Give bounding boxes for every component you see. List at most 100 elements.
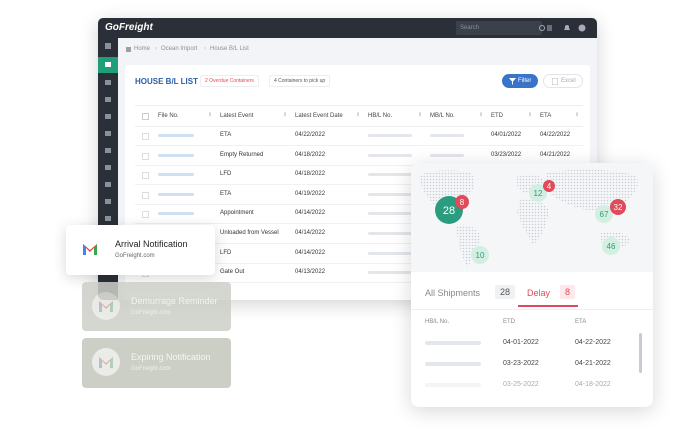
event-date: 04/19/2022 [295, 190, 326, 197]
checkbox[interactable] [142, 211, 149, 219]
placeholder-bar [158, 212, 194, 216]
icon[interactable] [105, 199, 111, 204]
column-header[interactable]: HB/L No. [425, 319, 450, 325]
column-header[interactable]: MB/L No. [430, 113, 455, 119]
column-header[interactable]: Latest Event [220, 113, 254, 119]
column-header[interactable]: ETD [491, 113, 503, 119]
event: Appointment [220, 210, 254, 217]
icon[interactable] [539, 25, 545, 31]
cluster-count: 4 [547, 182, 552, 191]
tabs: All Shipments 28 Delay 8 [411, 283, 653, 309]
icon[interactable] [547, 25, 552, 31]
notification-title: Arrival Notification [115, 239, 188, 249]
icon[interactable] [105, 182, 111, 187]
notification-card[interactable]: Expiring Notification GoFreight.com [82, 338, 231, 388]
placeholder-bar [425, 341, 481, 345]
breadcrumb-item[interactable]: Ocean Import [161, 46, 198, 52]
placeholder-bar [368, 134, 412, 137]
icon[interactable] [105, 114, 111, 119]
table-row: ETA 04/22/2022 04/01/2022 04/22/2022 [135, 126, 583, 146]
search-box[interactable]: Search [456, 21, 542, 35]
column-header[interactable]: ETD [503, 319, 515, 325]
cluster[interactable] [543, 180, 555, 192]
column-header[interactable]: ETA [540, 113, 552, 119]
top-bar: GoFreight Search [98, 18, 597, 38]
home-icon [126, 47, 131, 52]
sidebar-icons [98, 43, 118, 221]
icon[interactable] [105, 131, 111, 136]
sort-icon: ⇕ [208, 112, 213, 118]
tab-label[interactable]: All Shipments [425, 288, 481, 298]
placeholder-bar [368, 212, 412, 216]
notification-title: Expiring Notification [131, 352, 211, 362]
eta: 04-22-2022 [575, 339, 611, 346]
top-icons [539, 24, 586, 32]
filter-icon [509, 78, 516, 85]
tab-label[interactable]: Delay [527, 288, 551, 298]
icon[interactable] [105, 97, 111, 102]
etd: 04/01/2022 [491, 132, 522, 138]
checkbox[interactable] [142, 191, 149, 199]
icon[interactable] [105, 165, 111, 170]
cluster-count: 10 [476, 251, 485, 260]
cluster[interactable] [529, 184, 547, 202]
breadcrumb-item[interactable]: Home [134, 46, 151, 52]
gmail-icon [92, 348, 120, 376]
column-header[interactable]: HB/L No. [368, 113, 393, 119]
checkbox[interactable] [142, 113, 149, 120]
divider [411, 309, 653, 310]
separator: › [204, 46, 206, 52]
cluster[interactable] [455, 195, 469, 209]
filter-button[interactable]: Filter [502, 74, 538, 88]
gmail-logo [99, 357, 113, 368]
badge[interactable]: 4 Containers to pick up [269, 75, 331, 87]
checkbox[interactable] [142, 133, 149, 140]
event-date: 04/18/2022 [295, 151, 326, 158]
checkbox[interactable] [142, 172, 149, 180]
etd: 03-25-2022 [503, 381, 539, 388]
scrollbar[interactable] [639, 333, 642, 373]
placeholder-bar [368, 173, 412, 177]
placeholder-bar [368, 153, 412, 157]
icon[interactable] [105, 62, 111, 67]
icon[interactable] [105, 80, 111, 85]
column-header[interactable]: Latest Event Date [295, 113, 343, 119]
badge[interactable]: 2 Overdue Containers [200, 75, 259, 87]
icon[interactable] [564, 25, 570, 30]
cluster[interactable] [471, 246, 489, 264]
table-row: Empty Returned 04/18/2022 03/23/2022 04/21/… [135, 146, 583, 166]
placeholder-bar [425, 362, 481, 366]
icon[interactable] [105, 43, 111, 49]
gmail-logo [83, 244, 97, 255]
placeholder-bar [430, 134, 464, 137]
placeholder-bar [368, 192, 412, 196]
breadcrumb-item[interactable]: House B/L List [210, 46, 249, 52]
button-label: Excel [561, 78, 576, 84]
placeholder-bar [430, 153, 464, 157]
column-header[interactable]: ETA [575, 319, 587, 325]
etd: 03-23-2022 [503, 360, 539, 367]
notification-card[interactable]: Arrival Notification GoFreight.com [66, 225, 215, 275]
icon[interactable] [105, 148, 111, 153]
checkbox[interactable] [142, 152, 149, 160]
icon[interactable] [105, 216, 111, 221]
excel-button[interactable]: Excel [543, 74, 583, 88]
eta: 04/22/2022 [540, 132, 571, 138]
cluster[interactable] [602, 237, 620, 255]
icon[interactable] [578, 24, 586, 32]
eta: 04-18-2022 [575, 381, 611, 388]
cluster[interactable] [610, 199, 626, 215]
placeholder-bar [158, 192, 194, 196]
notification-card[interactable]: Demurrage Reminder GoFreight.com [82, 282, 231, 331]
placeholder-bar [158, 134, 194, 137]
column-header[interactable]: File No. [158, 113, 179, 119]
event: LFD [220, 249, 232, 256]
eta: 04/21/2022 [540, 151, 571, 158]
cluster-count: 28 [443, 205, 455, 217]
cluster[interactable] [595, 205, 613, 223]
logo[interactable]: GoFreight [105, 22, 153, 33]
placeholder-bar [368, 232, 412, 235]
notification-title: Demurrage Reminder [131, 296, 218, 306]
cluster-count: 12 [534, 189, 543, 198]
sort-icon: ⇕ [418, 112, 423, 118]
